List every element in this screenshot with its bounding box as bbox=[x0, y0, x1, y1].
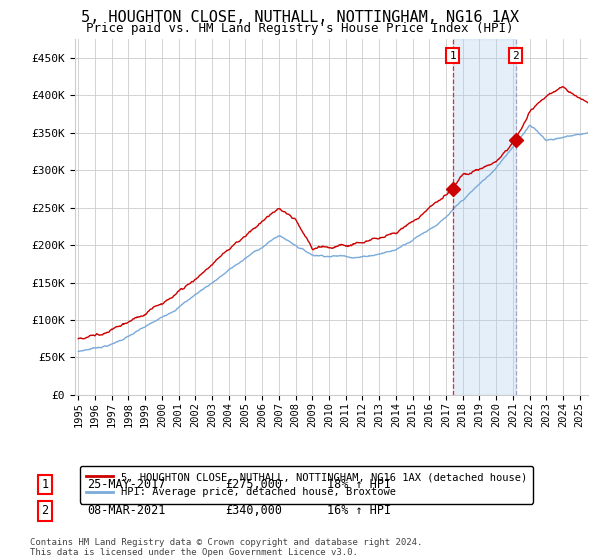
Text: 2: 2 bbox=[41, 504, 49, 517]
Text: 18% ↑ HPI: 18% ↑ HPI bbox=[327, 478, 391, 491]
Text: 16% ↑ HPI: 16% ↑ HPI bbox=[327, 504, 391, 517]
Text: £275,000: £275,000 bbox=[225, 478, 282, 491]
Text: £340,000: £340,000 bbox=[225, 504, 282, 517]
Text: 5, HOUGHTON CLOSE, NUTHALL, NOTTINGHAM, NG16 1AX: 5, HOUGHTON CLOSE, NUTHALL, NOTTINGHAM, … bbox=[81, 10, 519, 25]
Text: 08-MAR-2021: 08-MAR-2021 bbox=[87, 504, 166, 517]
Text: Price paid vs. HM Land Registry's House Price Index (HPI): Price paid vs. HM Land Registry's House … bbox=[86, 22, 514, 35]
Text: 1: 1 bbox=[449, 50, 456, 60]
Text: 1: 1 bbox=[41, 478, 49, 491]
Text: 2: 2 bbox=[512, 50, 519, 60]
Legend: 5, HOUGHTON CLOSE, NUTHALL, NOTTINGHAM, NG16 1AX (detached house), HPI: Average : 5, HOUGHTON CLOSE, NUTHALL, NOTTINGHAM, … bbox=[80, 466, 533, 503]
Bar bbox=[452, 39, 515, 395]
Text: 25-MAY-2017: 25-MAY-2017 bbox=[87, 478, 166, 491]
Text: Contains HM Land Registry data © Crown copyright and database right 2024.
This d: Contains HM Land Registry data © Crown c… bbox=[30, 538, 422, 557]
